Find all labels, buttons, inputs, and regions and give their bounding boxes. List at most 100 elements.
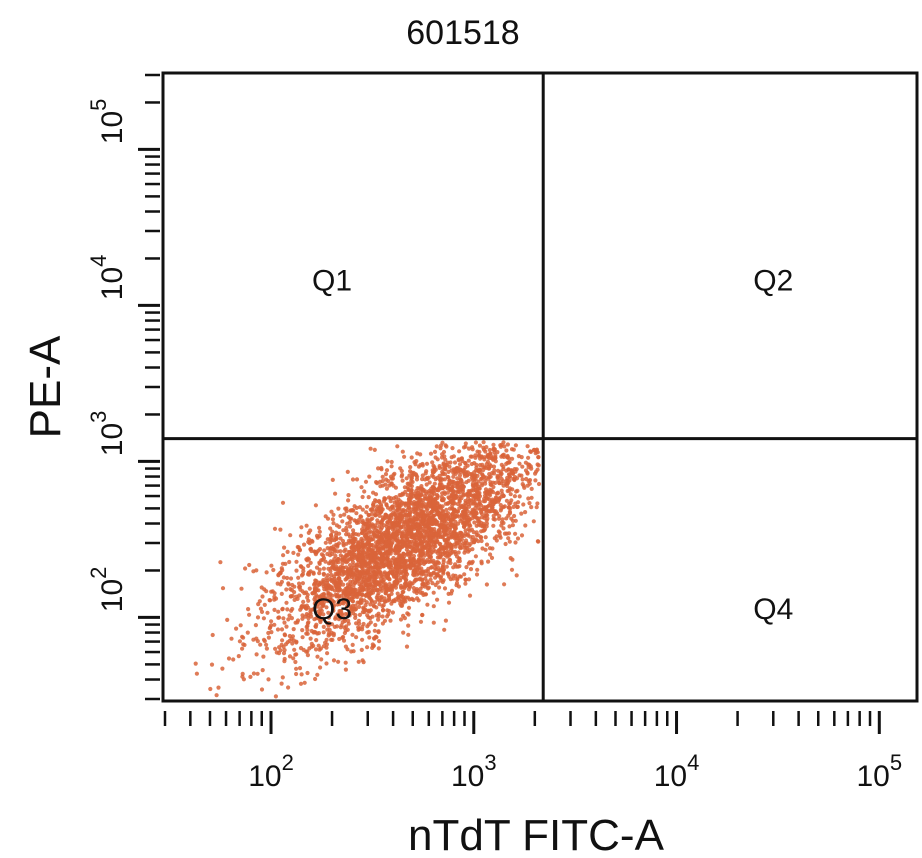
data-point (536, 463, 541, 468)
data-point (474, 468, 479, 473)
data-point (351, 583, 356, 588)
data-point (333, 491, 338, 496)
data-point (302, 542, 307, 547)
data-point (285, 575, 290, 581)
data-point (519, 455, 524, 460)
data-point (453, 526, 458, 531)
data-point (294, 666, 299, 671)
data-point (445, 490, 450, 495)
data-point (394, 578, 399, 583)
data-point (430, 521, 436, 526)
data-point (272, 622, 277, 627)
data-point (418, 552, 424, 558)
data-point (455, 576, 460, 581)
data-point (360, 542, 365, 547)
data-point (241, 642, 246, 647)
data-point (309, 614, 314, 619)
data-point (423, 545, 428, 550)
data-point (269, 589, 274, 594)
data-point (279, 579, 284, 585)
data-point (441, 449, 447, 455)
data-point (280, 638, 285, 643)
data-point (267, 598, 272, 603)
data-point (384, 503, 389, 508)
data-point (385, 575, 390, 581)
data-point (420, 582, 425, 587)
data-point (424, 526, 429, 531)
data-point (220, 586, 226, 591)
data-point (470, 559, 475, 564)
data-point (463, 521, 468, 526)
data-point (281, 644, 286, 650)
data-point (398, 466, 403, 471)
data-point (279, 566, 284, 571)
data-point (525, 483, 530, 488)
data-point (491, 523, 496, 528)
data-point (343, 577, 348, 582)
data-point (420, 463, 425, 468)
data-point (466, 561, 471, 566)
data-point (467, 523, 472, 528)
data-point (369, 549, 374, 554)
data-point (321, 644, 326, 649)
data-point (452, 542, 457, 547)
data-point (517, 473, 522, 478)
data-point (523, 460, 529, 465)
data-point (353, 573, 358, 578)
data-point (321, 572, 326, 577)
data-point (435, 580, 440, 585)
data-point (439, 578, 444, 583)
data-point (272, 526, 278, 531)
data-point (435, 572, 440, 577)
data-point (490, 505, 495, 510)
data-point (435, 565, 441, 570)
data-point (343, 667, 348, 672)
data-point (291, 627, 296, 632)
data-point (411, 502, 416, 507)
data-point (450, 512, 455, 517)
data-point (380, 604, 385, 609)
data-point (535, 501, 540, 506)
data-point (400, 478, 405, 483)
data-point (376, 611, 381, 616)
data-point (505, 442, 510, 447)
data-point (521, 483, 526, 488)
plot-frame (161, 71, 919, 703)
data-point (301, 599, 306, 605)
data-point (412, 536, 417, 541)
data-point (483, 475, 489, 480)
data-point (384, 486, 389, 491)
data-point (405, 492, 410, 498)
data-point (336, 560, 341, 565)
data-point (448, 519, 453, 524)
data-point (313, 647, 319, 652)
data-point (453, 523, 458, 528)
data-point (398, 531, 403, 536)
data-point (507, 488, 512, 493)
data-point (418, 511, 423, 517)
data-point (296, 545, 301, 550)
data-point (479, 511, 484, 516)
data-point (361, 606, 366, 612)
data-point (514, 476, 520, 481)
data-point (259, 609, 265, 615)
data-point (314, 565, 320, 570)
data-point (408, 465, 413, 470)
data-point (407, 505, 412, 510)
data-point (251, 671, 256, 676)
data-point (315, 583, 320, 589)
data-point (293, 659, 298, 665)
data-point (323, 540, 328, 545)
data-point (478, 535, 483, 540)
data-point (527, 462, 532, 467)
data-point (290, 582, 295, 588)
data-point (289, 608, 294, 613)
data-point (282, 620, 287, 625)
data-point (396, 529, 401, 534)
data-point (264, 570, 269, 575)
data-point (481, 528, 486, 533)
data-point (365, 630, 370, 635)
data-point (355, 544, 360, 550)
data-point (318, 646, 323, 651)
data-point (340, 519, 345, 524)
